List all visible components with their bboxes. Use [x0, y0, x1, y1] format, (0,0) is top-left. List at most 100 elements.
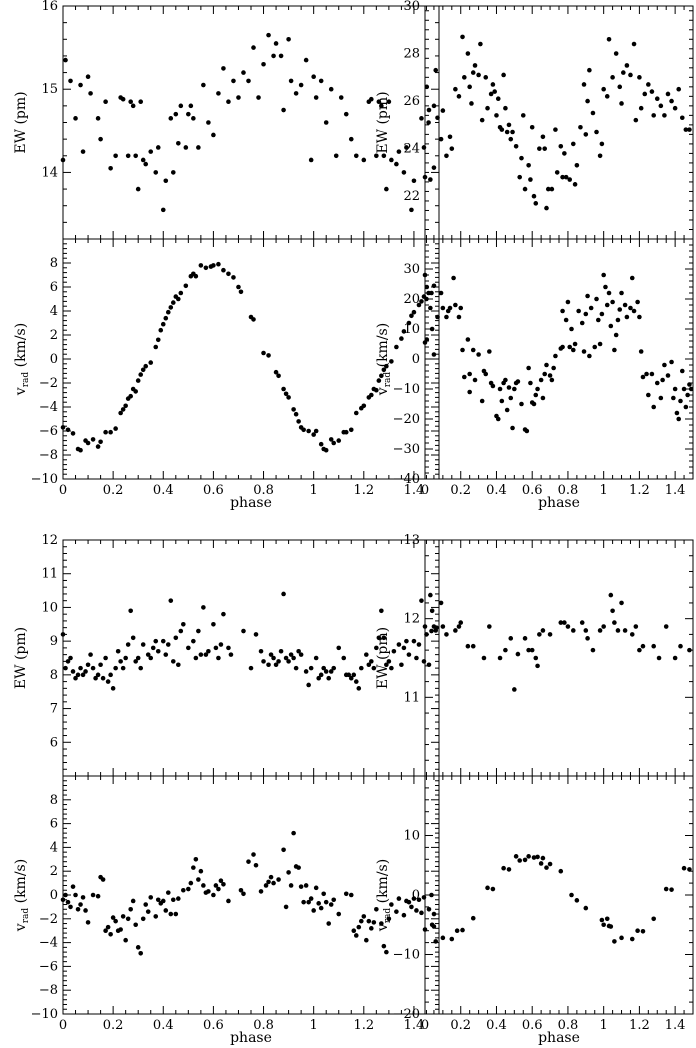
data-point [103, 99, 108, 104]
data-point [201, 605, 206, 610]
data-point [540, 628, 546, 633]
data-point [75, 672, 81, 678]
x-tick-label: 0.6 [203, 1018, 224, 1033]
data-point [544, 865, 549, 870]
data-point [422, 927, 428, 932]
data-point [203, 652, 209, 657]
data-point [563, 317, 569, 323]
data-point [296, 419, 301, 424]
data-point [540, 855, 546, 861]
data-point [303, 57, 309, 63]
data-point [490, 82, 496, 87]
data-point [672, 655, 678, 661]
data-point [662, 113, 667, 118]
data-point [379, 103, 384, 109]
data-point [78, 82, 83, 88]
data-point [540, 395, 546, 401]
data-point [399, 662, 404, 668]
data-point [251, 317, 256, 322]
data-point [495, 96, 501, 102]
data-point [547, 632, 553, 637]
data-point [293, 91, 299, 96]
data-point [596, 317, 601, 323]
y-tick-label: −30 [393, 442, 420, 457]
data-point [631, 308, 637, 314]
data-point [140, 157, 146, 163]
data-point [155, 145, 161, 150]
data-point [211, 132, 216, 138]
data-point [409, 313, 414, 319]
data-point [592, 344, 598, 350]
panel-mid-right: 0 0.2 0.4 0.6 0.8 1 1.2 1.4 phase −40 −30 −20 −10 0 10… [375, 238, 694, 511]
y-tick-label: 13 [403, 533, 420, 548]
data-point [444, 153, 449, 159]
data-point [103, 655, 108, 661]
data-point [60, 897, 66, 903]
data-point [422, 624, 428, 629]
data-point [85, 74, 91, 80]
data-point [490, 383, 496, 389]
data-point [426, 120, 431, 125]
y-tick-label: −6 [39, 959, 58, 974]
y-tick-label: 4 [50, 304, 58, 319]
data-point [328, 902, 334, 907]
data-point [173, 635, 179, 641]
data-point [572, 341, 578, 347]
data-point [73, 892, 78, 898]
data-point [472, 377, 478, 383]
data-point [271, 53, 276, 59]
data-point [369, 926, 374, 931]
data-point [635, 299, 640, 305]
data-point [384, 949, 389, 955]
data-point [318, 441, 324, 447]
data-point [170, 170, 176, 175]
data-point [470, 915, 476, 921]
data-point [145, 652, 151, 657]
panel-bottom-bottom-right: 0 0.2 0.4 0.6 0.8 1 1.2 1.4 phase −20 −10 0 10 vrad (… [375, 775, 694, 1046]
data-point [183, 145, 189, 150]
data-point [145, 909, 151, 914]
data-point [679, 115, 685, 121]
data-point [140, 367, 146, 373]
y-tick-label: 8 [50, 668, 58, 683]
data-point [424, 84, 430, 90]
data-point [419, 598, 424, 603]
data-point [394, 909, 399, 914]
data-point [85, 920, 91, 925]
data-point [306, 428, 311, 434]
data-point [663, 624, 669, 629]
data-point [221, 66, 226, 71]
data-point [485, 885, 490, 891]
data-point [416, 302, 422, 308]
data-point [155, 897, 161, 903]
data-point [401, 329, 407, 334]
data-point [128, 393, 133, 399]
data-point [333, 153, 339, 159]
data-point [549, 377, 555, 383]
data-point [529, 124, 535, 130]
data-point [533, 392, 539, 398]
data-point [633, 117, 639, 123]
data-point [426, 107, 432, 113]
y-tick-label: 16 [41, 0, 58, 14]
data-point [470, 643, 476, 649]
x-axis-label: phase [538, 495, 580, 511]
data-point [560, 174, 565, 180]
data-point [88, 652, 93, 657]
x-tick-label: 0.2 [103, 483, 124, 498]
data-point [291, 830, 296, 836]
data-point [376, 635, 382, 641]
data-point [619, 290, 624, 296]
data-point [421, 145, 427, 150]
y-tick-label: −10 [393, 948, 420, 963]
data-point [163, 652, 169, 657]
y-tick-label: 0 [50, 888, 58, 903]
data-point [135, 186, 141, 192]
data-point [386, 99, 392, 104]
plot-frame [424, 775, 694, 1015]
data-point [608, 924, 614, 929]
data-point [404, 145, 409, 150]
x-tick-label: 1 [310, 1018, 318, 1033]
data-point [120, 914, 126, 919]
data-point [123, 655, 128, 661]
